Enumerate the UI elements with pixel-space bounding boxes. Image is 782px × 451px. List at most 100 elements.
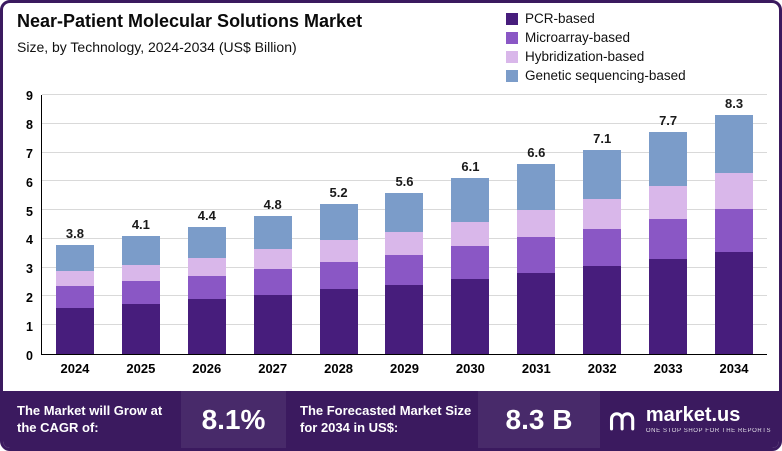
- bar-total-label: 3.8: [65, 225, 84, 241]
- y-tick-label: 8: [26, 117, 33, 132]
- x-axis-label: 2026: [192, 361, 222, 376]
- bar-segment-microarray-based: [649, 218, 688, 260]
- bar-stack: [319, 95, 358, 354]
- bar-segment-hybridization-based: [649, 185, 688, 219]
- bar-segment-hybridization-based: [121, 264, 160, 281]
- x-axis-label: 2034: [719, 361, 749, 376]
- y-tick-label: 0: [26, 349, 33, 363]
- bar-segment-genetic-sequencing-based: [55, 244, 94, 271]
- bar-column-2028: 5.2 2028: [319, 95, 358, 376]
- legend-swatch: [506, 31, 518, 44]
- gridline: [42, 94, 767, 95]
- bar-stack: [715, 95, 754, 354]
- bar-stack: [385, 95, 424, 354]
- chart-subtitle: Size, by Technology, 2024-2034 (US$ Bill…: [17, 39, 297, 55]
- legend-item-pcr-based: PCR-based: [506, 11, 686, 26]
- bar-segment-pcr-based: [55, 307, 94, 354]
- bar-segment-genetic-sequencing-based: [253, 215, 292, 249]
- bar-column-2029: 5.6 2029: [385, 95, 424, 376]
- legend-item-hybridization-based: Hybridization-based: [506, 49, 686, 64]
- bar-stack: [649, 95, 688, 354]
- logo-tagline: One Stop Shop For The Reports: [645, 428, 772, 434]
- bar-segment-genetic-sequencing-based: [385, 192, 424, 232]
- bar-stack: [187, 95, 226, 354]
- bar-column-2030: 6.1 2030: [451, 95, 490, 376]
- bar-segment-pcr-based: [187, 299, 226, 354]
- cagr-label: The Market will Grow at the CAGR of:: [17, 402, 163, 435]
- bar-total-label: 7.7: [659, 113, 678, 129]
- bar-total-label: 6.1: [461, 159, 480, 175]
- logo-text: market.us: [645, 404, 741, 426]
- bar-segment-hybridization-based: [451, 221, 490, 247]
- gridline: [42, 151, 767, 153]
- bar-total-label: 4.1: [131, 217, 150, 233]
- market-us-logo-icon: [609, 411, 635, 430]
- bar-stack: [121, 95, 160, 354]
- legend-label: PCR-based: [525, 11, 595, 26]
- bar-stack: [55, 95, 94, 354]
- y-tick-label: 4: [26, 233, 33, 248]
- x-axis-label: 2028: [324, 361, 354, 376]
- bar-segment-hybridization-based: [55, 270, 94, 287]
- bar-segment-genetic-sequencing-based: [451, 178, 490, 222]
- bar-segment-genetic-sequencing-based: [583, 149, 622, 199]
- legend: PCR-based Microarray-based Hybridization-b…: [506, 11, 686, 83]
- chart-title: Near-Patient Molecular Solutions Market: [17, 11, 363, 31]
- bar-segment-genetic-sequencing-based: [715, 115, 754, 173]
- bar-column-2033: 7.7 2033: [649, 95, 688, 376]
- bar-segment-hybridization-based: [715, 172, 754, 209]
- bar-segment-pcr-based: [583, 266, 622, 354]
- bar-segment-microarray-based: [517, 237, 556, 274]
- x-axis-label: 2027: [258, 361, 288, 376]
- legend-swatch: [506, 12, 518, 25]
- legend-label: Microarray-based: [525, 30, 631, 45]
- x-axis-label: 2024: [60, 361, 90, 376]
- bar-segment-genetic-sequencing-based: [319, 204, 358, 241]
- bar-column-2025: 4.1 2025: [121, 95, 160, 376]
- bar-segment-pcr-based: [319, 289, 358, 354]
- bar-column-2024: 3.8 2024: [55, 95, 94, 376]
- bar-segment-microarray-based: [715, 208, 754, 252]
- bar-segment-hybridization-based: [583, 198, 622, 229]
- bar-segment-hybridization-based: [385, 231, 424, 255]
- bar-segment-microarray-based: [385, 254, 424, 285]
- bar-segment-pcr-based: [451, 279, 490, 354]
- bar-segment-microarray-based: [583, 228, 622, 267]
- y-axis: 0 1 2 3 4 5 6 7 8 9: [11, 89, 37, 363]
- cagr-value: 8.1%: [181, 391, 286, 448]
- y-tick-label: 2: [26, 291, 33, 306]
- bar-column-2032: 7.1 2032: [583, 95, 622, 376]
- legend-item-microarray-based: Microarray-based: [506, 30, 686, 45]
- bar-segment-microarray-based: [55, 286, 94, 308]
- bar-segment-microarray-based: [253, 269, 292, 296]
- y-tick-label: 1: [26, 320, 33, 335]
- bar-segment-microarray-based: [187, 276, 226, 300]
- bar-stack: [583, 95, 622, 354]
- legend-label: Genetic sequencing-based: [525, 68, 686, 83]
- bar-total-label: 7.1: [593, 130, 612, 146]
- legend-label: Hybridization-based: [525, 49, 645, 64]
- y-tick-label: 5: [26, 204, 33, 219]
- bar-column-2031: 6.6 2031: [517, 95, 556, 376]
- y-tick-label: 3: [26, 262, 33, 277]
- bar-segment-pcr-based: [253, 295, 292, 354]
- bar-segment-genetic-sequencing-based: [517, 164, 556, 211]
- bar-segment-genetic-sequencing-based: [649, 132, 688, 186]
- x-axis-label: 2033: [653, 361, 683, 376]
- plot-area: 3.8 2024 4.1 2025 4.4 2026 4.8 2027 5.2 2028 5.6 20…: [41, 94, 767, 376]
- bar-stack: [253, 95, 292, 354]
- bar-segment-microarray-based: [319, 261, 358, 290]
- x-axis-label: 2032: [587, 361, 617, 376]
- bar-segment-hybridization-based: [319, 240, 358, 262]
- x-axis-label: 2030: [455, 361, 485, 376]
- x-axis-label: 2029: [390, 361, 419, 376]
- bars-container: 3.8 2024 4.1 2025 4.4 2026 4.8 2027 5.2 2028 5.6 20…: [42, 95, 767, 376]
- bar-segment-pcr-based: [517, 273, 556, 354]
- bar-segment-hybridization-based: [187, 257, 226, 277]
- bar-column-2026: 4.4 2026: [187, 95, 226, 376]
- bar-stack: [451, 95, 490, 354]
- bar-segment-pcr-based: [649, 259, 688, 354]
- bar-stack: [517, 95, 556, 354]
- market-us-logo: market.us One Stop Shop For The Reports: [600, 391, 779, 448]
